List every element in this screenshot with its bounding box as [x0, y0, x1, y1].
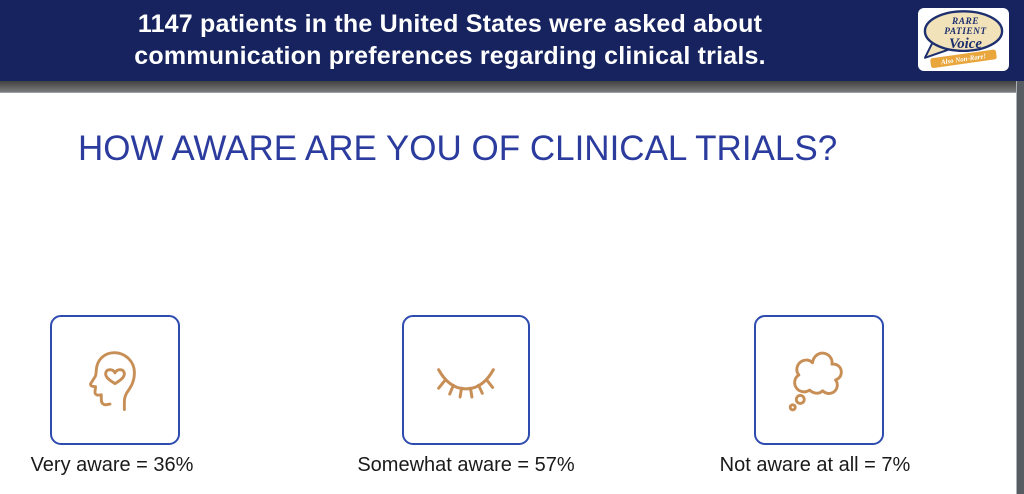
rare-patient-voice-logo: RARE PATIENT Voice Also Non-Rare!	[918, 8, 1009, 71]
label-not-aware: Not aware at all = 7%	[719, 454, 911, 476]
header-line-2: communication preferences regarding clin…	[134, 42, 766, 70]
logo-ribbon: Also Non-Rare!	[929, 48, 998, 69]
logo-word-voice: Voice	[949, 36, 982, 52]
header-banner: 1147 patients in the United States were …	[0, 0, 1024, 81]
head-with-heart-icon	[89, 351, 136, 411]
card-very-aware	[50, 315, 180, 445]
question-heading: HOW AWARE ARE YOU OF CLINICAL TRIALS?	[78, 129, 838, 168]
card-somewhat-aware	[402, 315, 530, 445]
label-somewhat-aware: Somewhat aware = 57%	[357, 454, 575, 476]
header-line-1: 1147 patients in the United States were …	[137, 10, 763, 38]
logo-word-rare: RARE	[951, 17, 979, 27]
label-very-aware: Very aware = 36%	[30, 454, 194, 476]
right-background-strip	[1016, 81, 1024, 494]
divider-band	[0, 81, 1024, 93]
thought-bubble-icon	[788, 351, 843, 412]
logo-word-patient: PATIENT	[944, 27, 987, 37]
closed-eye-icon	[437, 368, 495, 399]
header-text: 1147 patients in the United States were …	[0, 8, 900, 72]
card-not-aware	[754, 315, 884, 445]
speech-bubble-logo-icon: RARE PATIENT Voice Also Non-Rare!	[923, 10, 1004, 69]
